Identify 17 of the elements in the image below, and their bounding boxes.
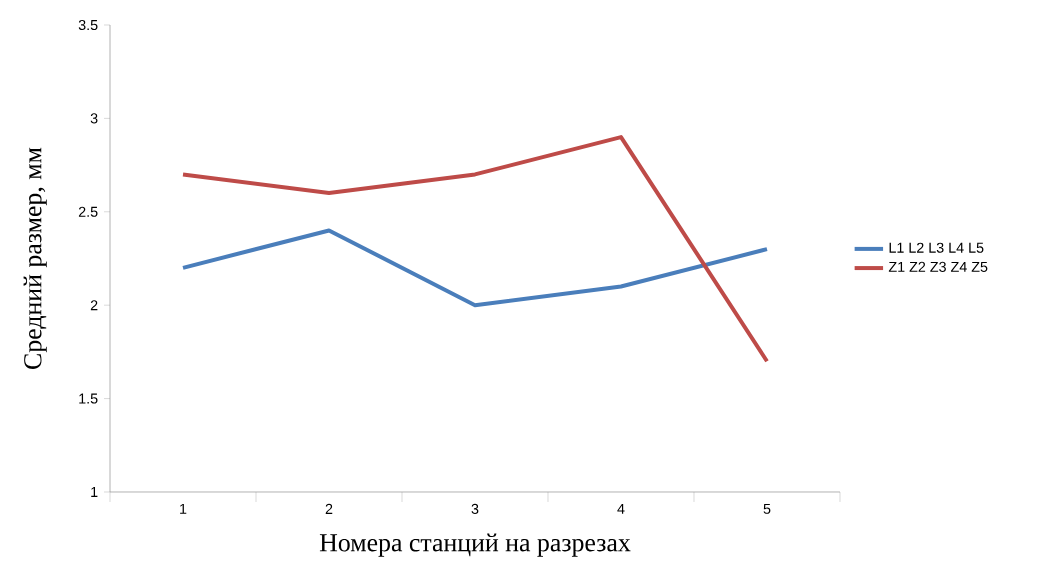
y-tick-label: 1.5 [79, 393, 98, 404]
y-tick-label: 1 [91, 487, 98, 497]
legend-label: Z1 Z2 Z3 Z4 Z5 [888, 261, 988, 272]
y-axis-title: Средний размер, мм [23, 147, 47, 369]
x-tick-label: 5 [763, 503, 771, 514]
x-axis-title: Номера станций на разрезах [319, 533, 631, 557]
y-tick-label: 2.5 [78, 206, 98, 217]
y-tick-label: 3.5 [78, 19, 98, 31]
x-tick-label: 4 [617, 503, 625, 514]
y-tick-label: 2 [90, 300, 98, 311]
x-tick-label: 1 [180, 503, 187, 514]
x-tick-label: 3 [471, 503, 479, 515]
line-series [181, 228, 769, 308]
legend-label: L1 L2 L3 L4 L5 [889, 242, 984, 253]
x-tick-label: 2 [325, 503, 333, 514]
y-tick-label: 3 [90, 113, 98, 124]
line-series [181, 135, 769, 364]
